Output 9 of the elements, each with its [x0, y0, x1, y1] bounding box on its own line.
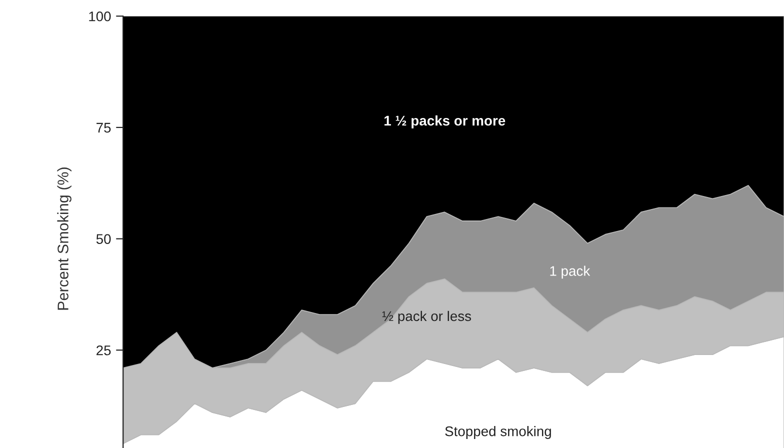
series-label: 1 pack [550, 266, 590, 279]
y-tick-label: 75 [96, 122, 111, 133]
y-tick-label: 50 [96, 234, 111, 244]
series-label: 1 ½ packs or more [384, 115, 506, 128]
y-tick-label: 100 [89, 11, 111, 22]
y-tick-label: 25 [96, 345, 111, 356]
series-label: ½ pack or less [382, 310, 472, 324]
y-axis-title: Percent Smoking (%) [57, 168, 72, 310]
series-label: Stopped smoking [445, 426, 551, 439]
